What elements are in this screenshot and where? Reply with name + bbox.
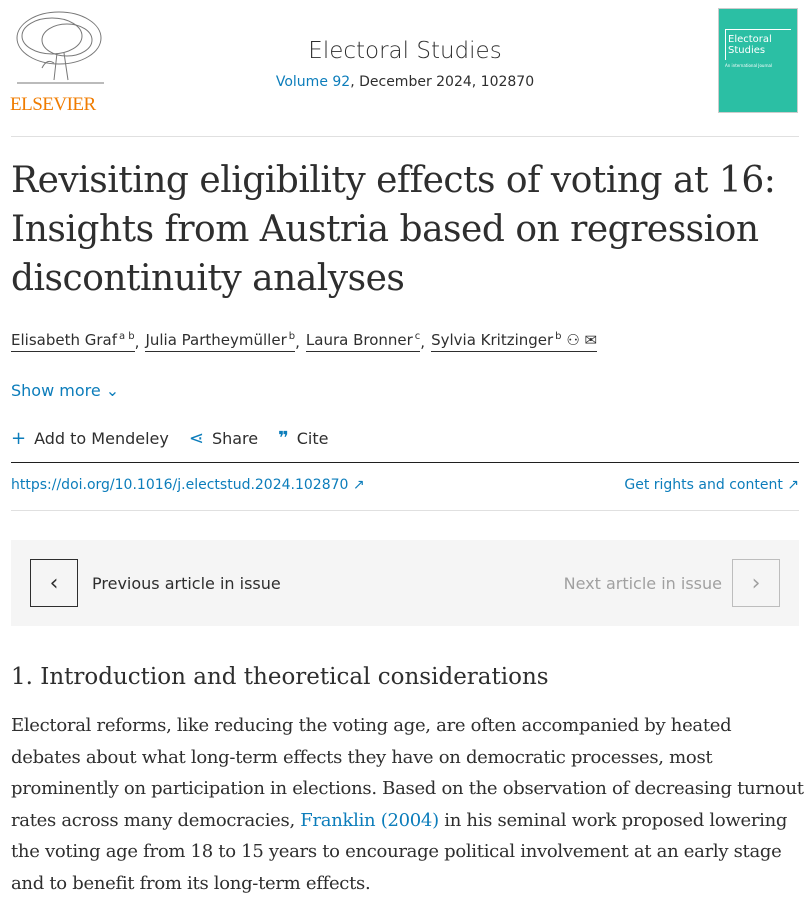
share-button[interactable]: ⋖ Share: [188, 428, 259, 449]
show-more-button[interactable]: Show more ⌄: [11, 381, 120, 400]
divider: [11, 136, 799, 137]
section-heading: 1. Introduction and theoretical consider…: [11, 664, 549, 690]
person-icon: ⚇: [566, 331, 580, 349]
issue-navigation: ‹ Previous article in issue Next article …: [11, 540, 799, 626]
volume-link[interactable]: Volume 92: [275, 74, 351, 90]
share-icon: ⋖: [188, 428, 204, 449]
author-link[interactable]: Laura Bronner c: [305, 331, 421, 352]
previous-article-button[interactable]: ‹ Previous article in issue: [30, 559, 281, 607]
email-icon: ✉: [584, 331, 598, 349]
chevron-right-icon: ›: [732, 559, 780, 607]
add-to-mendeley-button[interactable]: + Add to Mendeley: [11, 428, 169, 449]
cover-subtitle: An international Journal: [725, 63, 773, 68]
chevron-left-icon: ‹: [30, 559, 78, 607]
next-article-button[interactable]: Next article in issue ›: [564, 559, 780, 607]
author-list: Elisabeth Graf a b, Julia Partheymüller b,…: [11, 331, 598, 352]
journal-cover[interactable]: Electoral Studies An international Journ…: [718, 8, 798, 113]
divider: [11, 462, 799, 463]
plus-icon: +: [11, 428, 27, 449]
elsevier-logo[interactable]: ELSEVIER: [10, 8, 108, 116]
citation-link[interactable]: Franklin (2004): [300, 809, 439, 831]
journal-title-link[interactable]: Electoral Studies: [308, 38, 502, 64]
author-link[interactable]: Sylvia Kritzinger b ⚇ ✉: [431, 331, 598, 352]
article-title: Revisiting eligibility effects of voting…: [11, 160, 776, 299]
author-link[interactable]: Julia Partheymüller b: [145, 331, 296, 352]
chevron-down-icon: ⌄: [105, 381, 120, 400]
issue-info: , December 2024, 102870: [350, 74, 535, 90]
journal-header: Electoral Studies Volume 92, December 20…: [0, 38, 810, 90]
divider: [11, 510, 799, 511]
cite-button[interactable]: ❞ Cite: [278, 428, 329, 449]
author-link[interactable]: Elisabeth Graf a b: [11, 331, 135, 352]
cover-title: Electoral Studies: [725, 29, 791, 60]
rights-link[interactable]: Get rights and content ↗: [624, 477, 799, 493]
doi-link[interactable]: https://doi.org/10.1016/j.electstud.2024…: [11, 477, 365, 493]
body-paragraph: Electoral reforms, like reducing the vot…: [11, 715, 804, 894]
tree-logo-icon: [16, 11, 104, 84]
quote-icon: ❞: [278, 428, 289, 449]
elsevier-wordmark: ELSEVIER: [10, 94, 96, 115]
article-actions: + Add to Mendeley ⋖ Share ❞ Cite: [11, 428, 328, 449]
